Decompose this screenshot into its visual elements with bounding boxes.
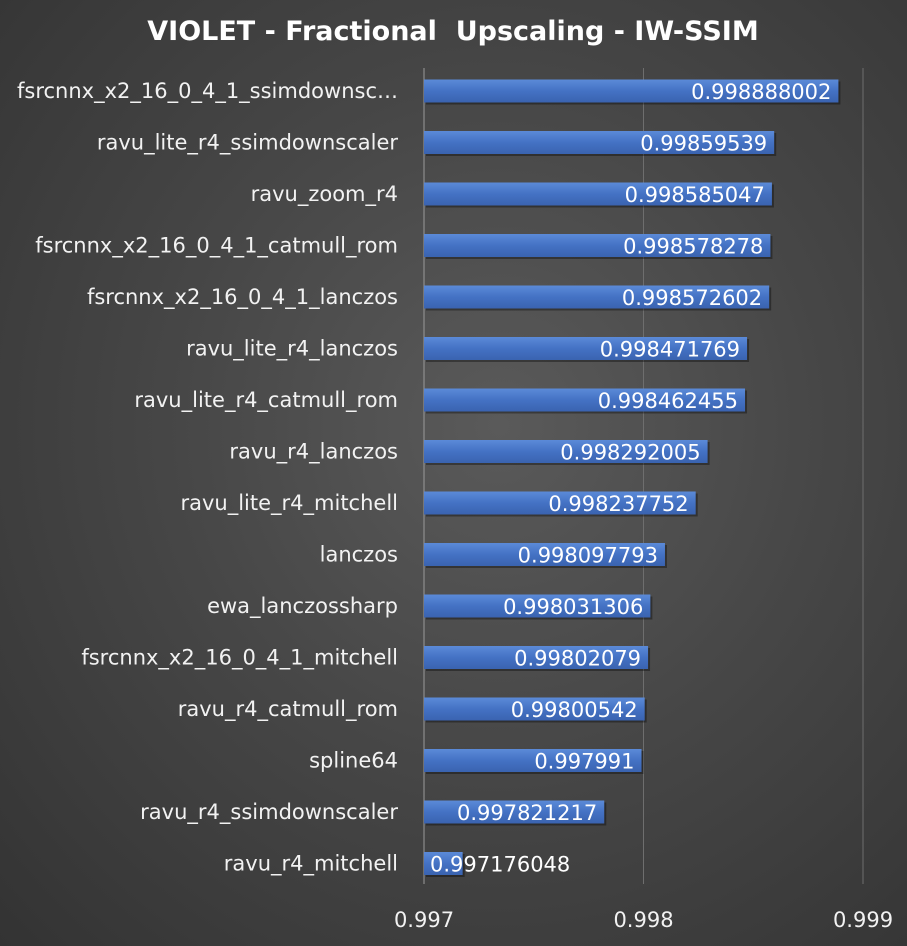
category-label: ravu_lite_r4_catmull_rom bbox=[134, 388, 398, 413]
x-axis-ticks: 0.997 0.998 0.999 bbox=[394, 908, 893, 932]
x-tick-label: 0.997 bbox=[394, 908, 454, 932]
bar bbox=[424, 697, 645, 721]
category-label: ravu_lite_r4_lanczos bbox=[186, 337, 398, 362]
data-label: 0.998585047 bbox=[625, 183, 765, 207]
bar bbox=[424, 594, 651, 618]
data-label: 0.99802079 bbox=[514, 647, 641, 671]
bar bbox=[424, 388, 746, 412]
bar bbox=[424, 337, 748, 360]
data-label: 0.998888002 bbox=[691, 80, 831, 104]
data-label: 0.99859539 bbox=[640, 132, 767, 156]
category-label: ravu_r4_lanczos bbox=[229, 440, 398, 465]
category-label: ravu_r4_ssimdownscaler bbox=[140, 800, 398, 825]
category-label: ravu_zoom_r4 bbox=[251, 182, 398, 207]
category-label: spline64 bbox=[309, 749, 398, 773]
data-label: 0.997991 bbox=[534, 750, 634, 774]
bar bbox=[424, 852, 463, 875]
bar bbox=[424, 234, 771, 257]
category-labels: fsrcnnx_x2_16_0_4_1_ssimdownsc… ravu_lite… bbox=[17, 79, 398, 877]
bar bbox=[424, 131, 775, 154]
category-label: ravu_lite_r4_ssimdownscaler bbox=[97, 131, 399, 156]
bar bbox=[424, 491, 696, 515]
data-label: 0.997176048 bbox=[430, 853, 570, 877]
category-label: fsrcnnx_x2_16_0_4_1_ssimdownsc… bbox=[17, 79, 398, 104]
data-label: 0.998292005 bbox=[560, 441, 700, 465]
data-label: 0.998572602 bbox=[622, 286, 762, 310]
category-label: ravu_lite_r4_mitchell bbox=[180, 491, 398, 516]
data-label: 0.998578278 bbox=[623, 235, 763, 259]
bar bbox=[424, 440, 708, 463]
category-label: ravu_r4_mitchell bbox=[224, 852, 398, 877]
bar bbox=[424, 646, 649, 669]
x-tick-label: 0.999 bbox=[833, 908, 893, 932]
category-label: ravu_r4_catmull_rom bbox=[178, 697, 398, 722]
data-label: 0.997821217 bbox=[457, 801, 597, 825]
bar bbox=[424, 285, 770, 309]
bar bbox=[424, 79, 839, 103]
data-labels: 0.998888002 0.99859539 0.998585047 0.998578… bbox=[430, 80, 831, 877]
data-label: 0.998462455 bbox=[598, 389, 738, 413]
data-label: 0.998237752 bbox=[548, 492, 688, 516]
x-tick-label: 0.998 bbox=[613, 908, 673, 932]
bar bbox=[424, 749, 642, 772]
bar bbox=[424, 800, 605, 824]
category-label: lanczos bbox=[320, 543, 398, 567]
category-label: fsrcnnx_x2_16_0_4_1_catmull_rom bbox=[35, 234, 398, 259]
category-label: fsrcnnx_x2_16_0_4_1_mitchell bbox=[81, 646, 398, 671]
bar bbox=[424, 543, 665, 566]
data-label: 0.998031306 bbox=[503, 595, 643, 619]
data-label: 0.998471769 bbox=[600, 338, 740, 362]
chart-title: VIOLET - Fractional Upscaling - IW-SSIM bbox=[147, 16, 758, 47]
bars bbox=[424, 79, 841, 877]
bar bbox=[424, 182, 772, 206]
category-label: fsrcnnx_x2_16_0_4_1_lanczos bbox=[87, 285, 398, 310]
category-label: ewa_lanczossharp bbox=[207, 594, 398, 619]
data-label: 0.998097793 bbox=[518, 544, 658, 568]
data-label: 0.99800542 bbox=[511, 698, 638, 722]
